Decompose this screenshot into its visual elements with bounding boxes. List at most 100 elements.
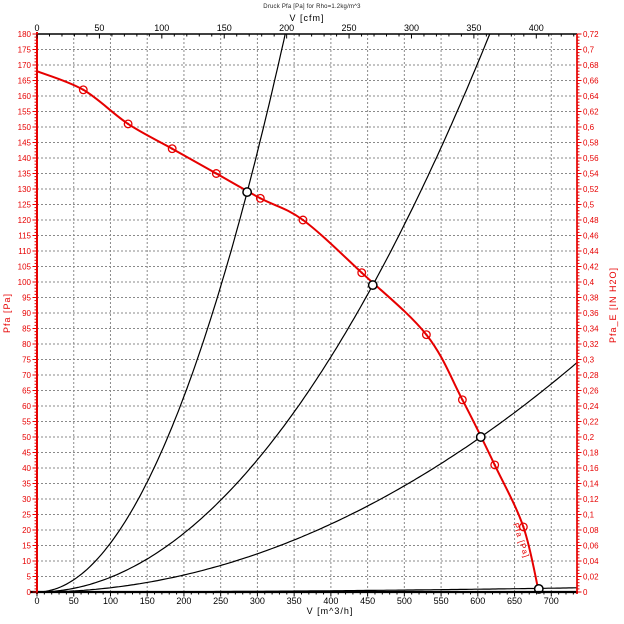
right-tick-label: 0,62	[583, 107, 599, 116]
bottom-tick-label: 300	[250, 596, 265, 606]
fan-curve-marker-dot	[301, 218, 305, 222]
fan-curve-marker-dot	[127, 122, 130, 125]
fan-curve-line	[36, 70, 540, 593]
operating-point	[242, 187, 253, 198]
left-tick-label: 65	[22, 386, 31, 395]
left-tick-label: 150	[18, 123, 32, 132]
left-tick-label: 5	[27, 572, 32, 581]
right-axis-title: Pfa_E [IN H2O]	[608, 267, 618, 343]
left-tick-label: 25	[22, 510, 31, 519]
operating-point	[475, 432, 486, 442]
fan-curve-marker	[490, 460, 500, 470]
right-tick-label: 0,14	[583, 479, 599, 488]
left-tick-label: 20	[22, 526, 31, 535]
fan-curve-marker-dot	[259, 197, 262, 200]
bottom-tick-label: 450	[360, 596, 375, 606]
right-tick-label: 0,34	[583, 324, 599, 333]
right-tick-label: 0,48	[583, 216, 599, 225]
fan-curve-marker	[123, 119, 133, 129]
bottom-tick-label: 150	[140, 596, 155, 606]
bottom-tick-label: 650	[507, 596, 522, 606]
right-tick-label: 0,72	[583, 30, 599, 39]
left-tick-label: 170	[18, 61, 32, 70]
right-tick-label: 0,58	[583, 138, 599, 147]
left-tick-label: 120	[18, 216, 32, 225]
axis-tick-labels: 0 50 100 150 200 250 300 350 400 450 500 550 600 650 7…	[18, 23, 599, 606]
left-tick-label: 135	[18, 169, 32, 178]
fan-curve-marker	[255, 193, 265, 203]
fan-curve-marker-dot	[493, 463, 496, 466]
right-tick-label: 0,16	[583, 464, 599, 473]
left-tick-label: 180	[18, 30, 32, 39]
fan-curve-marker-dot	[360, 271, 363, 274]
bottom-tick-label: 550	[434, 596, 449, 606]
fan-curve-marker	[167, 144, 177, 154]
right-tick-label: 0,2	[583, 433, 595, 442]
right-tick-label: 0,38	[583, 293, 599, 302]
top-tick-label: 400	[529, 23, 544, 33]
fan-curve-marker-dot	[215, 172, 218, 175]
left-tick-label: 50	[22, 433, 31, 442]
left-tick-label: 35	[22, 479, 31, 488]
right-tick-label: 0,68	[583, 61, 599, 70]
bottom-tick-label: 700	[544, 596, 559, 606]
fan-curve-marker	[457, 395, 467, 405]
right-tick-label: 0,06	[583, 541, 599, 550]
fan-curve-marker-dot	[461, 398, 464, 401]
left-tick-label: 40	[22, 464, 31, 473]
top-tick-label: 300	[404, 23, 419, 33]
left-tick-label: 70	[22, 371, 31, 380]
left-tick-label: 175	[18, 45, 32, 54]
left-tick-label: 0	[27, 588, 32, 597]
bottom-axis-title: V [m^3/h]	[307, 606, 354, 616]
right-tick-label: 0,44	[583, 247, 599, 256]
right-tick-label: 0,04	[583, 557, 599, 566]
left-tick-label: 15	[22, 541, 31, 550]
top-tick-label: 100	[154, 23, 169, 33]
fan-curve-marker-dot	[425, 333, 428, 336]
operating-point	[367, 280, 378, 291]
right-tick-label: 0,46	[583, 231, 599, 240]
bottom-tick-label: 0	[34, 596, 39, 606]
left-axis-title: Pfa [Pa]	[2, 293, 12, 333]
fan-curve-marker-dot	[82, 88, 85, 91]
right-tick-label: 0,02	[583, 572, 599, 581]
fan-curve-marker	[518, 522, 528, 532]
right-tick-label: 0,54	[583, 169, 599, 178]
bottom-tick-label: 100	[103, 596, 118, 606]
left-tick-label: 165	[18, 76, 32, 85]
right-tick-label: 0,26	[583, 386, 599, 395]
left-tick-label: 130	[18, 185, 32, 194]
right-tick-label: 0,7	[583, 45, 595, 54]
right-tick-label: 0,3	[583, 355, 595, 364]
axis-ticks	[32, 33, 582, 597]
left-tick-label: 45	[22, 448, 31, 457]
top-tick-label: 50	[94, 23, 104, 33]
fan-curve-marker	[298, 215, 308, 225]
left-tick-label: 95	[22, 293, 31, 302]
left-tick-label: 30	[22, 495, 31, 504]
right-tick-label: 0,66	[583, 76, 599, 85]
right-tick-label: 0	[583, 588, 588, 597]
right-tick-label: 0,4	[583, 278, 595, 287]
left-tick-label: 10	[22, 557, 31, 566]
right-tick-label: 0,42	[583, 262, 599, 271]
right-tick-label: 0,32	[583, 340, 599, 349]
right-tick-label: 0,56	[583, 154, 599, 163]
left-tick-label: 155	[18, 107, 32, 116]
fan-curve-marker	[211, 169, 221, 178]
right-tick-label: 0,08	[583, 526, 599, 535]
right-tick-label: 0,18	[583, 448, 599, 457]
grid-lines	[37, 34, 577, 592]
top-tick-label: 350	[466, 23, 481, 33]
top-tick-label: 0	[34, 23, 39, 33]
left-tick-label: 90	[22, 309, 31, 318]
left-tick-label: 85	[22, 324, 31, 333]
fan-curve-marker-dot	[171, 147, 174, 150]
right-tick-label: 0,22	[583, 417, 599, 426]
left-tick-label: 55	[22, 417, 31, 426]
chart-title: Druck Pfa [Pa] for Rho=1.2kg/m^3	[263, 4, 361, 10]
fan-curve-marker-dot	[522, 525, 525, 529]
